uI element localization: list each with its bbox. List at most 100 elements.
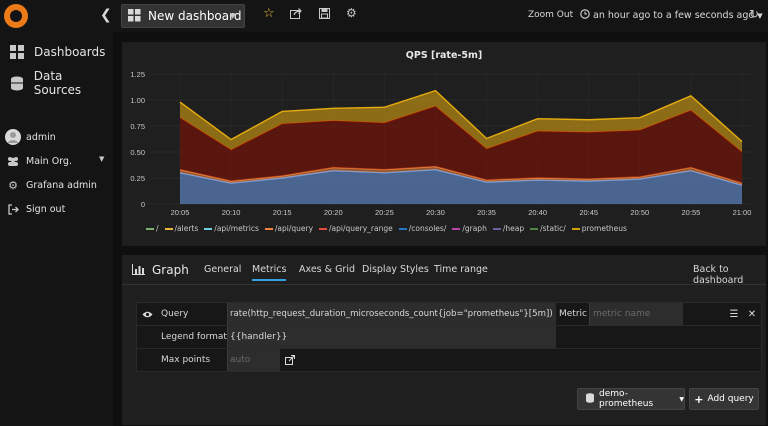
back-to-dashboard-link[interactable]: Back to dashboard [693,264,744,286]
series-area-3 [180,90,742,152]
panel-type-title: Graph [152,263,189,277]
eye-icon[interactable] [137,303,157,325]
x-tick-label: 20:45 [579,208,598,217]
tab-metrics[interactable]: Metrics [252,264,287,281]
sidebar-item-main-org[interactable]: Main Org. ▼ [0,149,113,173]
legend-swatch [398,227,407,230]
sidebar: ❮ Dashboards Data Sources admin Main Org… [0,0,113,426]
series-line-3 [179,89,743,143]
x-tick-label: 20:20 [324,208,343,217]
legend-swatch [492,227,501,230]
legend-label: /consoles/ [408,224,447,233]
x-tick-label: 20:35 [477,208,496,217]
legend-swatch [571,227,580,230]
star-icon[interactable]: ☆ [263,6,275,21]
legend-swatch [530,227,539,230]
x-tick-label: 20:05 [171,208,190,217]
graph-panel: QPS [rate-5m] 0 0.25 0.50 0.75 1.00 1.25 20:05… [122,42,766,246]
metric-name-input[interactable]: metric name [589,303,683,325]
remove-query-close-icon[interactable]: ✕ [747,308,757,320]
tab-time-range[interactable]: Time range [434,264,488,275]
settings-gear-icon[interactable]: ⚙ [346,6,357,20]
panel-editor: Graph General Metrics Axes & Grid Displa… [122,255,766,425]
collapse-sidebar-chevron-icon[interactable]: ❮ [100,7,112,23]
time-range-picker[interactable]: an hour ago to a few seconds ago ▼ [580,9,763,22]
qps-area-chart: 0 0.25 0.50 0.75 1.00 1.25 20:05 20:10 20:15 20:2… [130,70,752,217]
x-tick-label: 21:00 [733,208,752,217]
refresh-icon[interactable]: ↻ [749,7,760,21]
sidebar-item-sign-out[interactable]: Sign out [0,197,113,221]
time-range-label: an hour ago to a few seconds ago [593,10,755,21]
legend-item[interactable]: /api/query [264,224,313,233]
tab-display-styles[interactable]: Display Styles [362,264,429,275]
x-tick-label: 20:55 [682,208,701,217]
external-link-icon[interactable] [283,349,297,371]
legend-item[interactable]: /api/metrics [204,224,259,233]
max-points-label: Max points [161,355,211,365]
legend-format-row: Legend format {{handler}} [136,325,762,349]
sidebar-item-label: Dashboards [34,45,106,59]
tab-axes-grid[interactable]: Axes & Grid [299,264,356,275]
dashboard-title: New dashboard [148,9,242,23]
legend-label: /heap [502,224,525,233]
share-icon[interactable] [290,8,302,22]
sidebar-user-profile[interactable]: admin [0,125,113,149]
x-tick-label: 20:25 [375,208,394,217]
menu-hamburger-icon[interactable]: ☰ [729,308,739,320]
legend-format-input[interactable]: {{handler}} [227,326,556,348]
database-icon [586,392,594,406]
sign-out-icon [0,203,26,215]
caret-down-icon: ▼ [99,155,105,163]
legend-swatch [146,227,154,230]
x-tick-label: 20:40 [528,208,547,217]
save-icon[interactable] [319,8,330,22]
legend-label: /api/query_range [329,224,393,233]
legend-item[interactable]: /static/ [530,224,566,233]
legend-item[interactable]: /alerts [164,224,198,233]
add-query-button[interactable]: + Add query [689,388,759,410]
sidebar-item-label: Sign out [26,203,66,215]
legend-swatch [264,227,273,230]
add-query-label: Add query [707,394,754,404]
legend-item[interactable]: / [146,224,159,233]
max-points-input[interactable]: auto [227,349,280,371]
legend-item[interactable]: prometheus [571,224,627,233]
zoom-out-button[interactable]: Zoom Out [528,10,574,20]
sidebar-item-data-sources[interactable]: Data Sources [0,68,113,98]
users-icon [0,156,26,166]
legend-label: /api/metrics [214,224,259,233]
query-label: Query [161,309,189,319]
legend-label: / [156,224,159,233]
editor-header: Graph General Metrics Axes & Grid Displa… [122,255,766,286]
sidebar-item-label: Grafana admin [26,179,97,191]
max-points-row: Max points auto [136,348,762,372]
sidebar-item-grafana-admin[interactable]: ⚙ Grafana admin [0,173,113,197]
sidebar-item-label: Data Sources [33,69,82,97]
y-tick-label: 1.25 [130,70,145,79]
dashboards-grid-icon [0,45,34,59]
legend-label: /graph [462,224,487,233]
query-input[interactable]: rate(http_request_duration_microseconds_… [227,303,556,325]
legend-item[interactable]: /consoles/ [398,224,447,233]
legend-item[interactable]: /graph [452,224,487,233]
tab-general[interactable]: General [204,264,242,275]
series-area-1 [180,166,742,186]
x-tick-label: 20:10 [222,208,241,217]
y-tick-label: 0.50 [130,148,145,157]
sidebar-item-dashboards[interactable]: Dashboards [0,37,113,67]
caret-down-icon: ▼ [679,395,684,403]
legend-item[interactable]: /api/query_range [319,224,393,233]
grafana-logo-icon[interactable] [4,4,28,28]
avatar [0,129,26,145]
x-tick-label: 20:30 [426,208,445,217]
legend-swatch [204,227,213,230]
datasource-select[interactable]: demo-prometheus ▼ [577,388,685,410]
query-row: Query rate(http_request_duration_microse… [136,302,762,326]
caret-down-icon: ▼ [757,11,763,20]
chart-legend: / /alerts/api/metrics/api/query/api/query… [146,224,627,233]
metric-label: Metric [559,309,587,319]
legend-item[interactable]: /heap [492,224,525,233]
panel-title[interactable]: QPS [rate-5m] [405,50,483,61]
dashboard-picker-button[interactable]: New dashboard ▼ [121,4,245,28]
caret-down-icon: ▼ [230,12,236,20]
